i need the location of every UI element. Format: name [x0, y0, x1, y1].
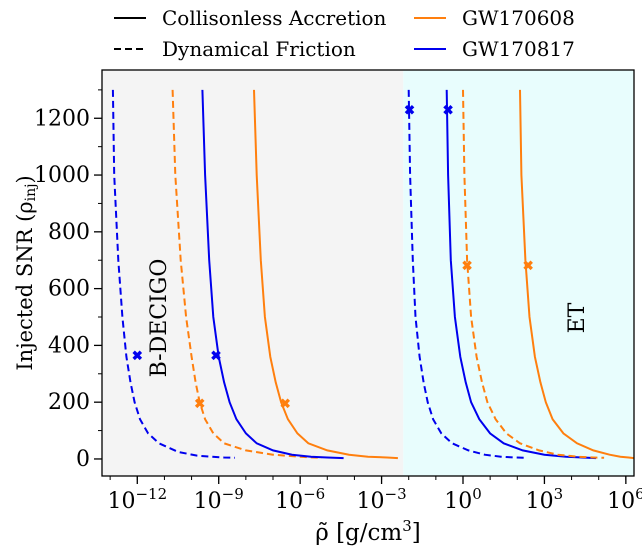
legend-label-style-1: Dynamical Friction	[162, 37, 356, 61]
series-line-2	[201, 89, 344, 460]
series-lines	[111, 89, 635, 460]
series-marker-7	[523, 260, 533, 271]
legend-label-source-0: GW170608	[462, 6, 575, 30]
series-marker-6	[462, 260, 472, 271]
x-tick-label-2: 10−6	[275, 485, 325, 514]
series-line-4	[407, 89, 526, 459]
x-tick-label-6: 106	[607, 485, 642, 514]
legend-label-source-1: GW170817	[462, 37, 575, 61]
region-0	[102, 70, 404, 476]
legend: Collisonless Accretion Dynamical Friction…	[114, 6, 575, 61]
y-axis: 0 200 400 600 800 1000 1200	[34, 89, 102, 472]
y-tick-label-2: 400	[48, 333, 90, 358]
region-label-1: ET	[565, 302, 590, 333]
x-tick-label-0: 10−12	[107, 485, 167, 514]
x-tick-label-3: 10−3	[357, 485, 407, 514]
plot-frame	[101, 69, 635, 477]
region-1	[403, 70, 634, 476]
y-tick-label-5: 1000	[34, 163, 90, 188]
y-tick-label-4: 800	[48, 220, 90, 245]
detector-regions	[102, 70, 634, 476]
y-axis-label: Injected SNR (ρinj)	[13, 175, 40, 370]
series-marker-3	[280, 398, 291, 409]
series-line-0	[111, 89, 236, 459]
region-labels: B-DECIGO ET	[147, 259, 590, 378]
series-marker-4	[404, 104, 415, 115]
series-line-3	[253, 89, 398, 460]
x-tick-label-5: 103	[526, 485, 564, 514]
series-markers	[132, 104, 533, 409]
series-marker-2	[211, 350, 221, 361]
series-marker-5	[443, 104, 453, 115]
series-line-5	[445, 89, 597, 460]
x-axis-label: ρ̃ [g/cm3]	[315, 517, 421, 546]
x-axis: 10−12 10−9 10−6 10−3 100 103 106	[107, 476, 642, 514]
y-tick-label-3: 600	[48, 277, 90, 302]
series-marker-0	[132, 350, 143, 361]
x-tick-label-1: 10−9	[194, 485, 244, 514]
region-label-0: B-DECIGO	[147, 259, 172, 378]
y-tick-label-0: 0	[76, 447, 90, 472]
series-line-6	[462, 89, 605, 459]
x-tick-label-4: 100	[444, 485, 482, 514]
series-line-7	[519, 89, 635, 460]
series-line-1	[171, 89, 322, 459]
y-tick-label-6: 1200	[34, 106, 90, 131]
legend-label-style-0: Collisonless Accretion	[162, 6, 387, 30]
y-tick-label-1: 200	[48, 390, 90, 415]
series-marker-1	[194, 398, 205, 409]
